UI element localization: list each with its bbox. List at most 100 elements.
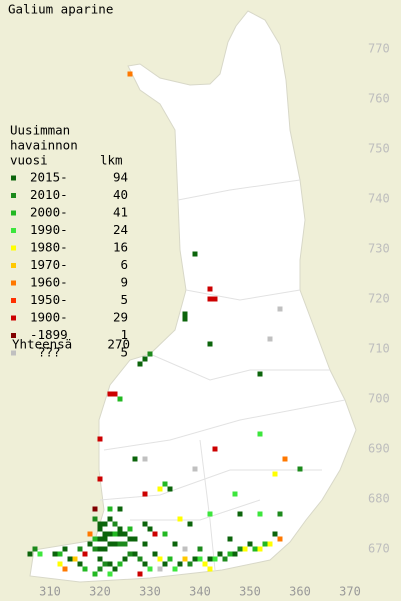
occurrence-square [107,506,113,512]
occurrence-square [82,551,88,557]
occurrence-square [97,521,103,527]
occurrence-square [102,521,108,527]
legend-count: 41 [113,205,128,220]
occurrence-square [117,531,123,537]
legend-count: 9 [120,275,128,290]
legend-swatch [11,210,16,216]
occurrence-square [207,566,213,572]
occurrence-square [127,71,133,77]
occurrence-square [87,541,93,547]
legend-count: 6 [120,257,128,272]
legend-label: 1900- [30,310,68,325]
occurrence-square [112,531,118,537]
occurrence-square [197,546,203,552]
occurrence-square [177,516,183,522]
occurrence-square [97,476,103,482]
occurrence-square [97,436,103,442]
occurrence-square [112,391,118,397]
occurrence-square [132,456,138,462]
y-tick-label: 740 [368,192,390,206]
occurrence-square [147,351,153,357]
occurrence-square [107,531,113,537]
y-tick-label: 730 [368,242,390,256]
legend-swatch [11,263,16,268]
occurrence-square [117,506,123,512]
x-tick-label: 310 [39,585,61,599]
occurrence-square [92,536,98,542]
occurrence-square [72,556,78,562]
occurrence-square [52,551,58,557]
legend-label: 2010- [30,187,68,202]
occurrence-square [207,296,213,302]
occurrence-square [152,551,158,557]
occurrence-square [92,546,98,552]
occurrence-square [267,336,273,342]
legend-swatch [11,350,16,356]
occurrence-square [92,516,98,522]
legend-count: 24 [113,222,128,237]
occurrence-square [107,391,113,397]
occurrence-square [137,361,143,367]
occurrence-square [67,556,73,562]
occurrence-square [277,536,283,542]
legend-swatch [11,228,16,233]
legend-label: 1960- [30,275,68,290]
country-outline [29,10,357,583]
occurrence-square [102,561,108,567]
occurrence-square [107,561,113,567]
occurrence-square [137,571,143,577]
legend-count: 40 [113,187,128,202]
x-tick-label: 360 [289,585,311,599]
occurrence-square [297,466,303,472]
legend-swatch [11,193,16,198]
legend-swatch [11,333,16,338]
occurrence-square [142,561,148,567]
occurrence-square [107,541,113,547]
occurrence-square [212,446,218,452]
occurrence-square [37,551,43,557]
occurrence-square [27,551,33,557]
y-tick-label: 670 [368,542,390,556]
occurrence-square [237,546,243,552]
x-tick-label: 320 [89,585,111,599]
occurrence-square [112,541,118,547]
occurrence-square [107,516,113,522]
occurrence-square [157,556,163,562]
occurrence-square [172,566,178,572]
legend-label: 1950- [30,292,68,307]
occurrence-square [77,546,83,552]
legend-total-label: Yhteensä [12,337,72,352]
legend-count: 5 [120,345,128,360]
occurrence-square [167,486,173,492]
legend-label: ??? [38,345,61,360]
occurrence-square [157,486,163,492]
occurrence-square [277,511,283,517]
occurrence-square [142,541,148,547]
occurrence-square [127,536,133,542]
occurrence-square [32,546,38,552]
y-tick-label: 750 [368,142,390,156]
occurrence-square [142,356,148,362]
occurrence-square [207,556,213,562]
occurrence-square [222,556,228,562]
y-tick-label: 760 [368,92,390,106]
legend-label: -1899 [30,327,68,342]
occurrence-square [187,561,193,567]
occurrence-square [217,551,223,557]
occurrence-square [182,311,188,317]
legend-count: 94 [113,170,128,185]
occurrence-square [102,531,108,537]
occurrence-square [147,566,153,572]
occurrence-square [267,541,273,547]
occurrence-square [152,531,158,537]
occurrence-square [102,546,108,552]
occurrence-square [202,561,208,567]
y-tick-label: 770 [368,42,390,56]
occurrence-square [207,286,213,292]
x-tick-label: 330 [139,585,161,599]
legend-heading: vuosi [10,153,48,168]
occurrence-square [272,531,278,537]
occurrence-square [277,306,283,312]
legend-heading: Uusimman [10,123,70,138]
